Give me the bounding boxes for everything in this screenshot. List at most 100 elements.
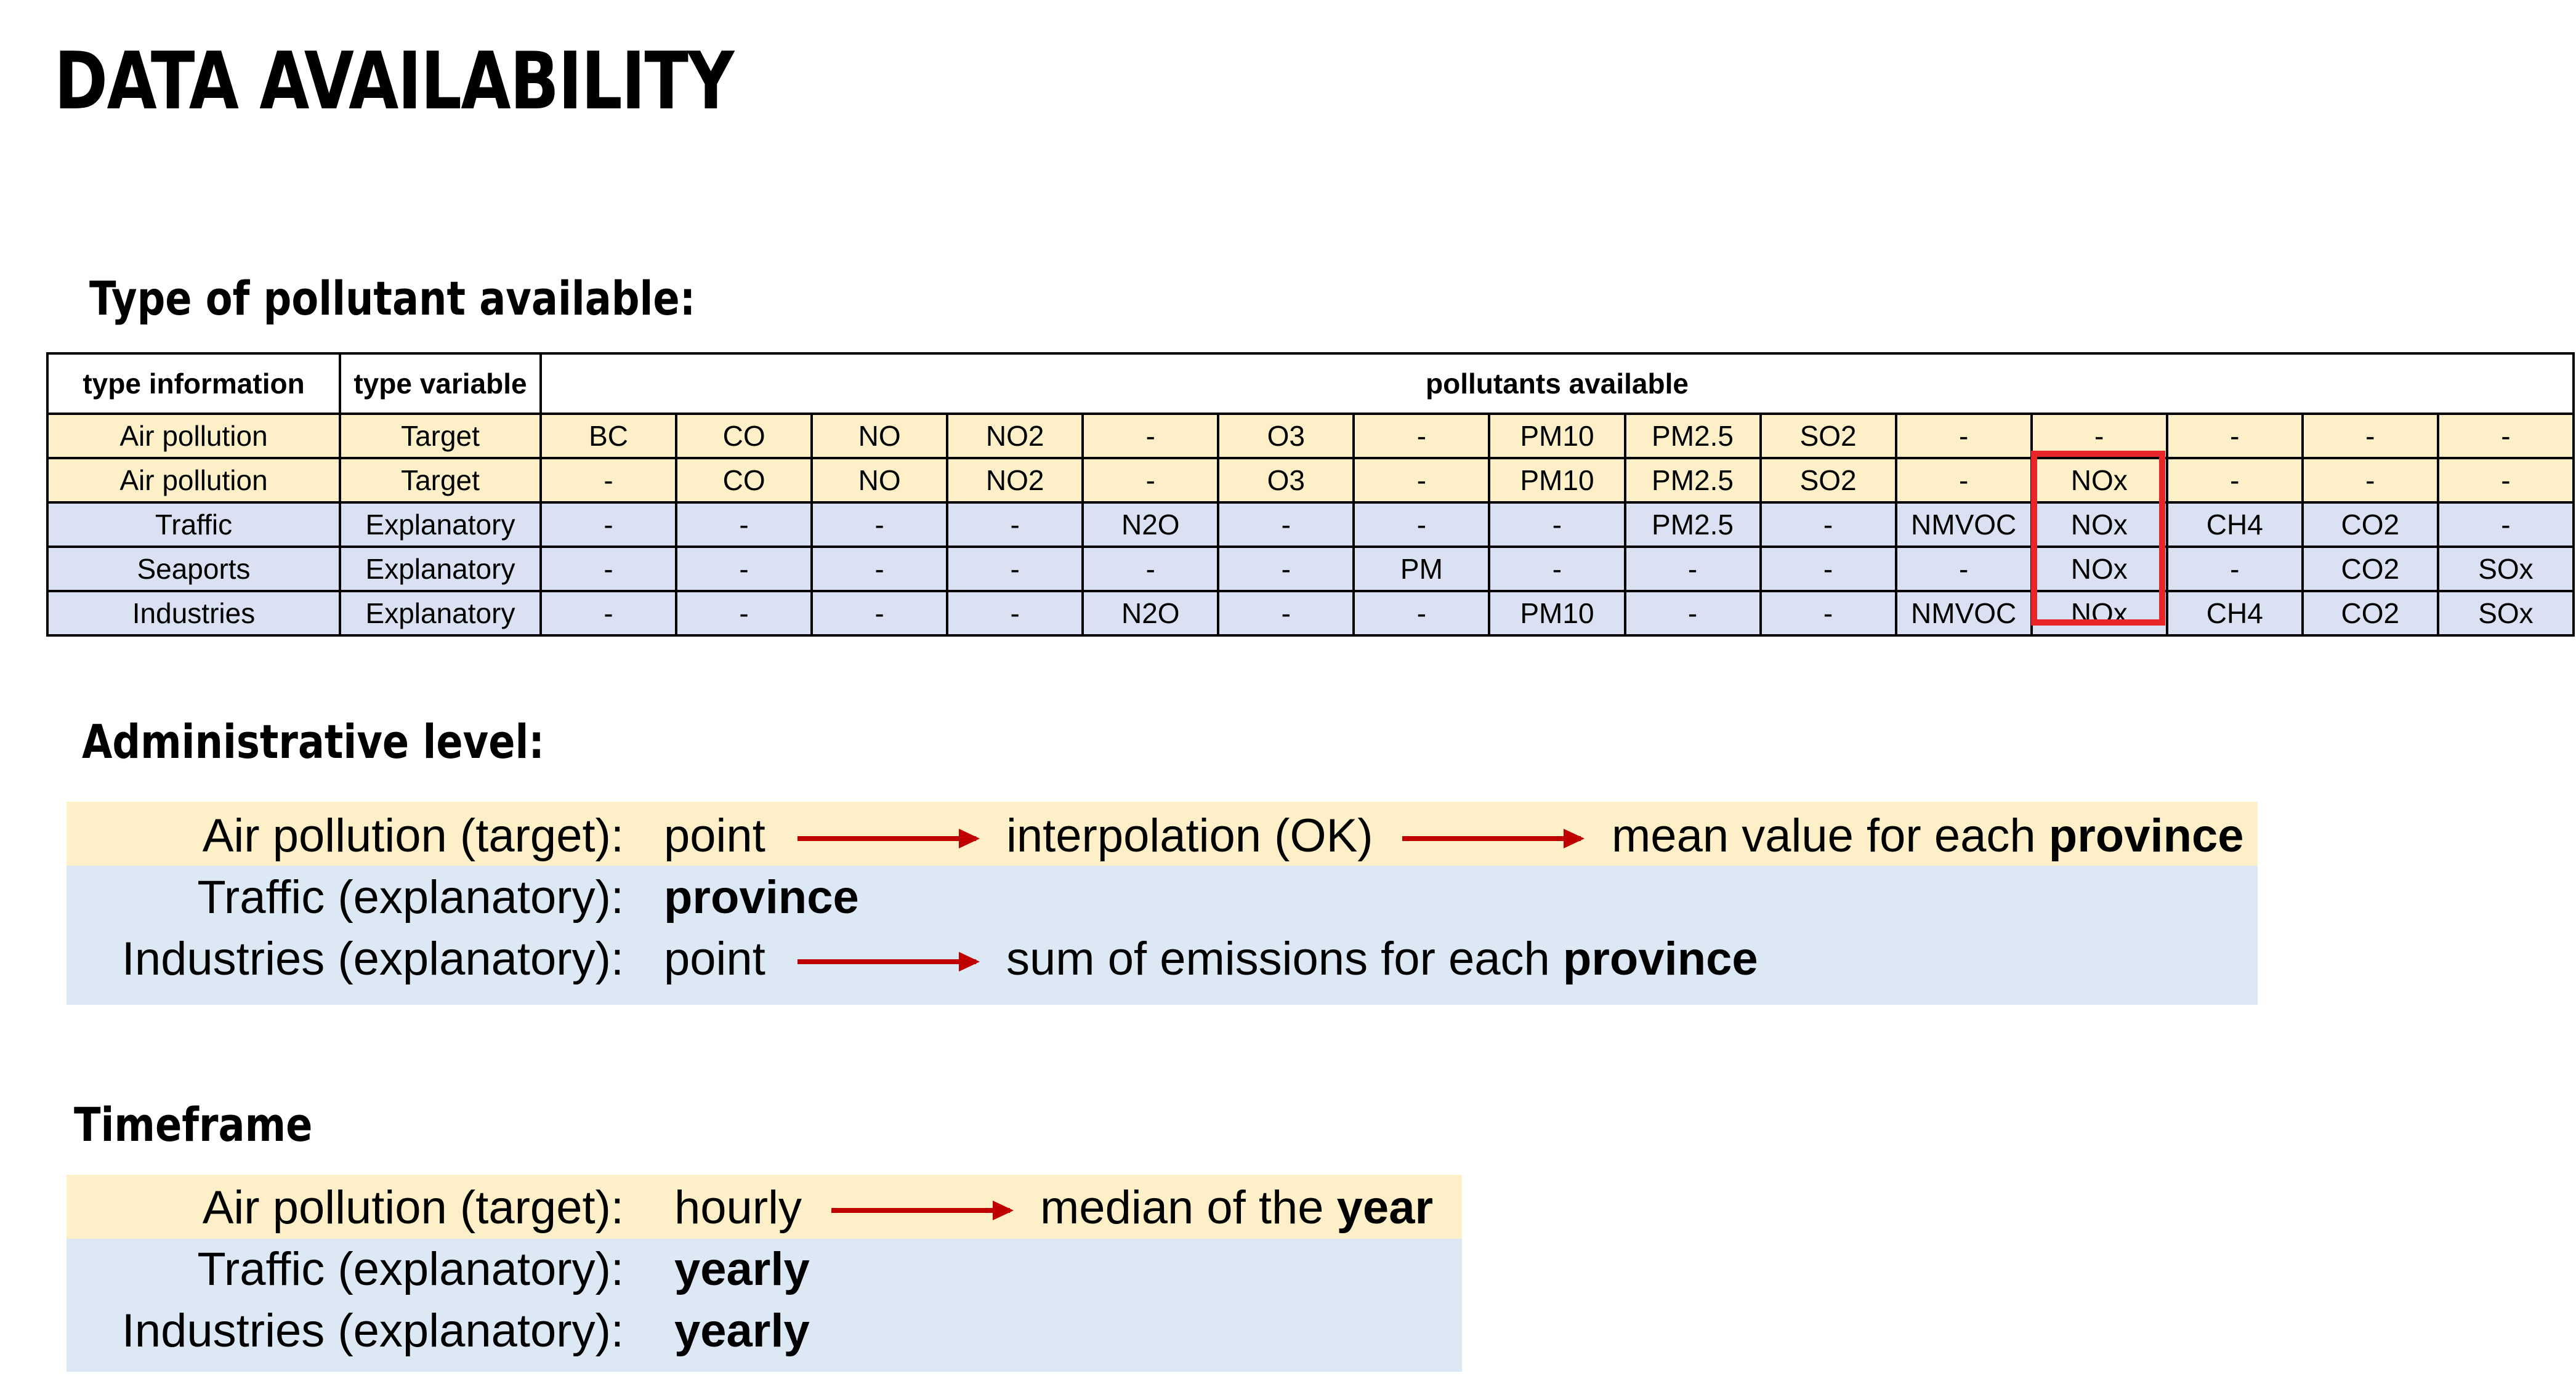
cell-pollutant: NOx [2030,546,2168,592]
cell-type-information: Seaports [46,546,341,592]
cell-pollutant: PM10 [1488,413,1626,459]
cell-pollutant: PM2.5 [1623,501,1762,548]
header-pollutants-available: pollutants available [539,352,2575,415]
cell-pollutant: - [1081,457,1220,504]
admin-air-step3: mean value for each province [1612,810,2244,862]
cell-pollutant: N2O [1081,590,1220,637]
cell-pollutant: - [1217,590,1355,637]
cell-pollutant: CO2 [2301,546,2439,592]
cell-type-information: Industries [46,590,341,637]
cell-pollutant: O3 [1217,457,1355,504]
timeframe-air-step2: median of the year [1040,1182,1434,1234]
cell-type-variable: Explanatory [339,546,542,592]
cell-type-variable: Explanatory [339,590,542,637]
arrow-right-icon [1402,829,1585,848]
cell-pollutant: - [1488,501,1626,548]
timeframe-traffic-label: Traffic (explanatory): [197,1243,624,1295]
cell-pollutant: NOx [2030,501,2168,548]
cell-pollutant: - [1217,501,1355,548]
cell-pollutant: NO [810,413,949,459]
cell-pollutant: - [2436,501,2575,548]
cell-pollutant: - [1759,590,1897,637]
cell-pollutant: NO [810,457,949,504]
cell-pollutant: NO2 [946,413,1084,459]
cell-pollutant: - [2165,546,2304,592]
cell-pollutant: - [1623,590,1762,637]
cell-pollutant: NOx [2030,590,2168,637]
admin-industries-step1: point [664,933,765,985]
cell-pollutant: - [539,546,678,592]
cell-pollutant: - [1488,546,1626,592]
arrow-right-icon [797,829,980,848]
cell-pollutant: SOx [2436,546,2575,592]
cell-pollutant: - [675,590,814,637]
table-header-row: type information type variable pollutant… [46,352,2575,415]
cell-type-variable: Target [339,457,542,504]
cell-pollutant: - [539,590,678,637]
cell-pollutant: - [2436,413,2575,459]
cell-pollutant: - [1352,457,1491,504]
admin-target-band [67,802,2258,866]
arrow-right-icon [797,952,980,972]
cell-pollutant: - [1217,546,1355,592]
admin-traffic-row: Traffic (explanatory): province [0,867,2576,928]
cell-pollutant: - [2165,413,2304,459]
cell-pollutant: PM10 [1488,457,1626,504]
cell-pollutant: - [539,457,678,504]
cell-pollutant: - [1352,413,1491,459]
timeframe-target-band [67,1175,1462,1239]
cell-pollutant: - [675,501,814,548]
timeframe-section-heading: Timeframe [74,1097,313,1152]
cell-pollutant: SOx [2436,590,2575,637]
cell-pollutant: CO2 [2301,590,2439,637]
cell-pollutant: - [1352,501,1491,548]
cell-pollutant: - [675,546,814,592]
cell-pollutant: - [1759,546,1897,592]
header-type-variable: type variable [339,352,542,415]
admin-traffic-label: Traffic (explanatory): [197,871,624,924]
admin-air-step1: point [664,810,765,862]
cell-type-variable: Target [339,413,542,459]
cell-pollutant: PM [1352,546,1491,592]
cell-pollutant: NOx [2030,457,2168,504]
cell-pollutant: - [1623,546,1762,592]
table-row: Air pollution Target BC CO NO NO2- O3- PM10 PM2.… [46,413,2575,459]
arrow-right-icon [831,1201,1014,1220]
cell-pollutant: - [810,590,949,637]
cell-pollutant: SO2 [1759,457,1897,504]
cell-pollutant: - [946,546,1084,592]
cell-pollutant: PM10 [1488,590,1626,637]
cell-pollutant: CO [675,457,814,504]
cell-pollutant: PM2.5 [1623,413,1762,459]
timeframe-air-step1: hourly [674,1182,802,1234]
cell-type-information: Traffic [46,501,341,548]
cell-pollutant: NO2 [946,457,1084,504]
cell-pollutant: - [810,546,949,592]
cell-pollutant: - [1894,546,2033,592]
timeframe-industries-row: Industries (explanatory): yearly [0,1300,2576,1362]
cell-pollutant: O3 [1217,413,1355,459]
timeframe-traffic-value: yearly [674,1243,810,1295]
admin-traffic-value: province [664,871,859,924]
cell-pollutant: - [946,501,1084,548]
cell-pollutant: - [1081,546,1220,592]
timeframe-industries-label: Industries (explanatory): [121,1305,624,1357]
cell-pollutant: - [1894,413,2033,459]
cell-pollutant: NMVOC [1894,501,2033,548]
cell-pollutant: CO2 [2301,501,2439,548]
cell-pollutant: PM2.5 [1623,457,1762,504]
cell-pollutant: - [1759,501,1897,548]
timeframe-explanatory-band [67,1239,1462,1372]
timeframe-air-row: Air pollution (target): hourly median of… [0,1177,2576,1239]
admin-air-step2: interpolation (OK) [1006,810,1373,862]
page-title: DATA AVAILABILITY [54,36,734,127]
cell-pollutant: - [946,590,1084,637]
cell-pollutant: - [2165,457,2304,504]
cell-pollutant: NMVOC [1894,590,2033,637]
timeframe-air-label: Air pollution (target): [202,1182,624,1234]
pollutant-table: type information type variable pollutant… [46,352,2575,637]
table-row: Industries Explanatory - - - - N2O - - PM10- - NMVO… [46,590,2575,637]
cell-pollutant: CH4 [2165,501,2304,548]
cell-pollutant: - [1081,413,1220,459]
nox-column-highlight [2031,451,2165,626]
